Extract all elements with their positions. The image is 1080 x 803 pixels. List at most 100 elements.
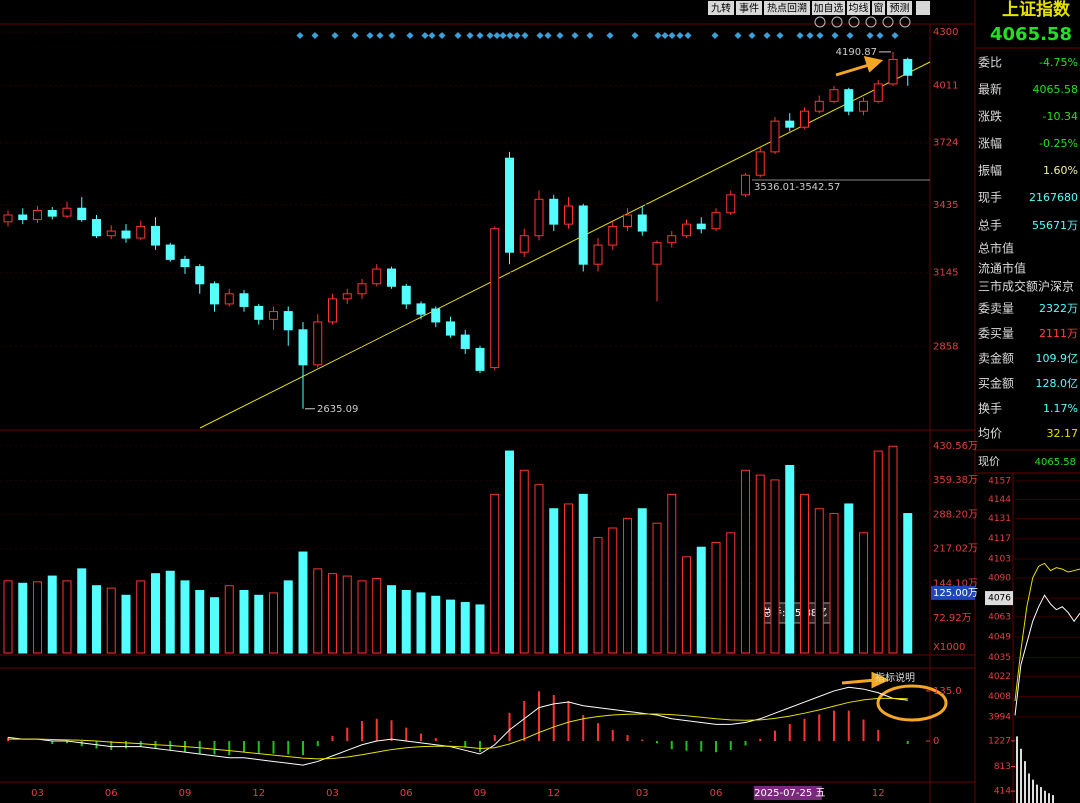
volume-bar bbox=[313, 568, 323, 654]
toolbar-button-label[interactable]: 热点回溯 bbox=[767, 2, 807, 15]
tool-icon[interactable] bbox=[899, 16, 911, 28]
intraday-line bbox=[1014, 594, 1080, 716]
signal-marker bbox=[684, 31, 692, 40]
toolbar-button-label[interactable]: 事件 bbox=[739, 2, 759, 15]
signal-marker bbox=[711, 31, 719, 40]
signal-marker bbox=[499, 31, 507, 40]
toolbar-button[interactable] bbox=[736, 1, 762, 15]
toolbar-button[interactable] bbox=[764, 1, 810, 15]
signal-marker bbox=[676, 31, 684, 40]
candle-body bbox=[859, 100, 868, 112]
candle-body bbox=[254, 305, 264, 320]
volume-bar bbox=[121, 594, 131, 654]
candle-body bbox=[682, 223, 691, 237]
tool-icon[interactable] bbox=[814, 16, 826, 28]
y-tick-label: 217.02万 bbox=[933, 544, 978, 555]
signal-marker bbox=[796, 31, 804, 40]
candle-body bbox=[519, 235, 529, 253]
quote-value: -4.75% bbox=[1039, 56, 1078, 69]
quote-label: 委买量 bbox=[978, 327, 1014, 341]
volume-bar bbox=[269, 592, 278, 654]
y-tick-label: 4049 bbox=[988, 633, 1011, 643]
quote-value: -0.25% bbox=[1039, 137, 1078, 150]
candle-body bbox=[534, 198, 544, 237]
volume-bar bbox=[844, 503, 854, 654]
quote-value: 4065.58 bbox=[1033, 83, 1079, 96]
y-tick-label: 288.20万 bbox=[933, 509, 978, 520]
candle-body bbox=[800, 110, 809, 128]
toolbar-button[interactable] bbox=[708, 1, 734, 15]
x-tick-label: 06 bbox=[400, 788, 413, 799]
toolbar-button-label[interactable]: 九转 bbox=[711, 2, 731, 15]
y-tick-label: 1227 bbox=[988, 736, 1011, 746]
signal-marker bbox=[846, 31, 854, 40]
candle-body bbox=[47, 209, 57, 217]
volume-bar bbox=[711, 541, 721, 654]
toolbar-button[interactable] bbox=[847, 1, 870, 15]
quote-value: 2111万 bbox=[1039, 327, 1078, 340]
volume-bar bbox=[387, 585, 396, 654]
signal-marker bbox=[876, 31, 884, 40]
quote-label: 总市值 bbox=[978, 241, 1014, 256]
toolbar-button-label[interactable]: 预测 bbox=[890, 2, 910, 15]
tool-icon[interactable] bbox=[848, 16, 860, 28]
x-tick-label: 2025-07-25 五 bbox=[754, 788, 825, 799]
quote-value: 1.17% bbox=[1043, 402, 1078, 415]
volume-bar bbox=[549, 508, 559, 654]
tool-icon[interactable] bbox=[865, 16, 877, 28]
volume-bar bbox=[47, 575, 57, 654]
volume-bar bbox=[814, 508, 824, 654]
candle-body bbox=[549, 198, 559, 225]
toolbar-icon[interactable] bbox=[916, 1, 930, 15]
y-tick-label: 4076 bbox=[988, 594, 1011, 604]
candle-body bbox=[372, 268, 382, 285]
volume-bar bbox=[431, 595, 441, 654]
volume-bar bbox=[342, 575, 352, 654]
volume-bar bbox=[608, 527, 618, 654]
candle-body bbox=[328, 298, 337, 323]
tool-icon[interactable] bbox=[882, 16, 894, 28]
candle-body bbox=[903, 58, 913, 76]
indicator-note[interactable]: 指标说明 bbox=[875, 671, 915, 684]
quote-value: 32.17 bbox=[1047, 427, 1079, 440]
quote-label: 卖金额 bbox=[978, 351, 1014, 366]
tool-icon[interactable] bbox=[831, 16, 843, 28]
signal-marker bbox=[654, 31, 662, 40]
volume-bar bbox=[475, 604, 485, 654]
volume-bar bbox=[667, 493, 677, 654]
candle-body bbox=[18, 214, 28, 221]
y-tick-label: 0 bbox=[933, 736, 939, 747]
candle-body bbox=[667, 235, 677, 244]
toolbar-button-label[interactable]: 均线 bbox=[849, 2, 869, 15]
volume-bar bbox=[859, 532, 868, 654]
signal-marker bbox=[831, 31, 839, 40]
quote-price: 4065.58 bbox=[990, 24, 1072, 45]
toolbar-button[interactable] bbox=[812, 1, 845, 15]
x-tick-label: 06 bbox=[710, 788, 723, 799]
volume-bar bbox=[106, 587, 116, 654]
candle-body bbox=[357, 283, 367, 295]
y-tick-label: 3994 bbox=[988, 712, 1011, 722]
volume-bar bbox=[829, 513, 839, 654]
volume-bar bbox=[682, 556, 691, 654]
x-tick-label: 12 bbox=[872, 788, 885, 799]
toolbar-button[interactable] bbox=[887, 1, 912, 15]
signal-marker bbox=[438, 31, 446, 40]
volume-bar bbox=[696, 546, 706, 654]
signal-marker bbox=[376, 31, 384, 40]
volume-bar bbox=[903, 513, 913, 654]
volume-bar bbox=[519, 469, 529, 654]
y-tick-label: 4300 bbox=[933, 27, 958, 38]
candle-body bbox=[814, 100, 824, 112]
volume-bar bbox=[210, 597, 219, 654]
candle-body bbox=[416, 303, 426, 315]
toolbar-button-label[interactable]: 加自选 bbox=[814, 2, 844, 15]
candle-body bbox=[269, 311, 278, 320]
highlight-marks bbox=[835, 55, 948, 722]
toolbar-button-label[interactable]: 窗 bbox=[874, 2, 884, 15]
volume-bar bbox=[401, 589, 411, 654]
toolbar-button[interactable] bbox=[872, 1, 885, 15]
signal-marker bbox=[454, 31, 462, 40]
